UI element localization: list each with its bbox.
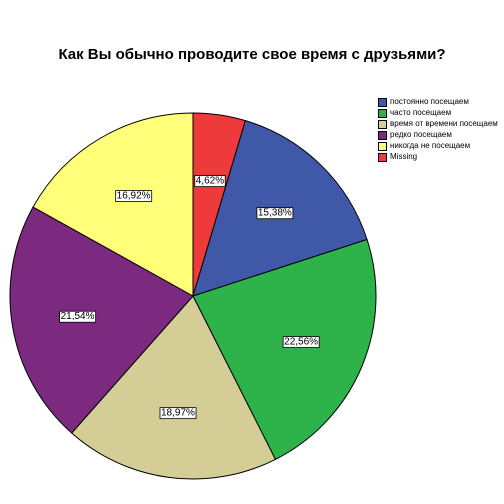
pie-slice — [70, 295, 277, 480]
pie-slice — [32, 112, 194, 297]
pie-labels: 4,62% 15,38% 22,56% 18,97% 21,54% 16,92% — [59, 175, 320, 420]
legend-label: часто посещаем — [390, 108, 452, 117]
pie-data-label-box — [194, 175, 226, 188]
pie-slice — [192, 238, 377, 461]
legend-swatch — [378, 142, 387, 151]
pie-slice — [9, 206, 194, 434]
pie-data-label-box — [115, 190, 153, 202]
legend-label: Missing — [390, 152, 418, 161]
pie-data-label-box — [256, 207, 294, 220]
chart-title: Как Вы обычно проводите свое время с дру… — [58, 46, 446, 63]
pie-data-label-box — [282, 336, 320, 348]
legend-item: часто посещаем — [378, 109, 500, 118]
legend-label: редко посещаем — [390, 130, 452, 139]
legend-label: время от времени посещаем — [390, 119, 498, 128]
legend-item: время от времени посещаем — [378, 120, 500, 129]
legend-item: Missing — [378, 153, 500, 162]
legend-label: постоянно посещаем — [390, 97, 469, 106]
pie-data-label-box — [159, 407, 197, 420]
pie-data-label: 18,97% — [161, 408, 195, 419]
pie-data-label: 4,62% — [196, 176, 224, 187]
legend-swatch — [378, 153, 387, 162]
legend-swatch — [378, 131, 387, 140]
legend-item: постоянно посещаем — [378, 98, 500, 107]
legend-swatch — [378, 120, 387, 129]
pie-data-label-box — [59, 310, 97, 323]
pie-slices — [9, 112, 377, 480]
legend-label: никогда не посещаем — [390, 141, 471, 150]
legend-swatch — [378, 109, 387, 118]
legend-item: никогда не посещаем — [378, 142, 500, 151]
pie-data-label: 15,38% — [258, 208, 292, 219]
pie-data-label: 22,56% — [284, 337, 318, 348]
legend-item: редко посещаем — [378, 131, 500, 140]
pie-data-label: 16,92% — [117, 191, 151, 202]
legend-swatch — [378, 98, 387, 107]
pie-data-label: 21,54% — [61, 311, 95, 322]
legend: постоянно посещаем часто посещаем время от… — [378, 98, 500, 164]
